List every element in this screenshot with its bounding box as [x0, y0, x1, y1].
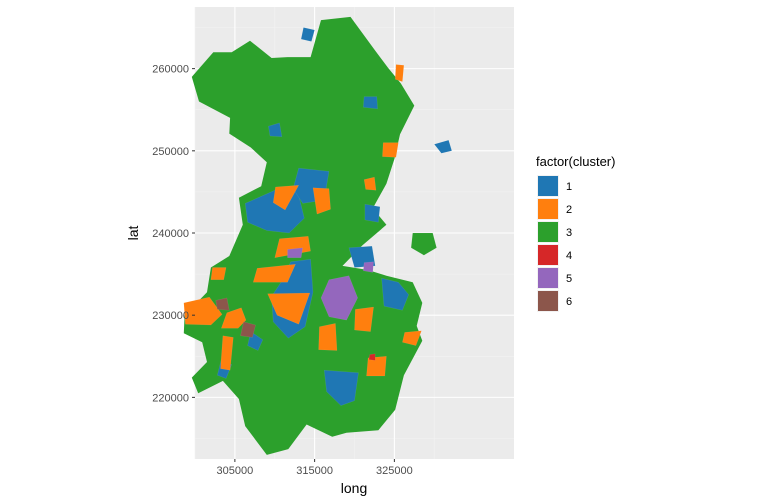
legend-label-3: 3 — [566, 227, 572, 239]
region-cluster-2 — [354, 306, 374, 332]
y-tick-label: 230000 — [152, 310, 189, 322]
region-cluster-2 — [318, 323, 338, 351]
region-cluster-2 — [402, 330, 422, 346]
region-cluster-2 — [183, 296, 223, 326]
legend-key-2 — [538, 199, 558, 219]
region-cluster-2 — [363, 176, 377, 191]
region-cluster-2 — [220, 335, 234, 371]
region-cluster-2 — [272, 185, 300, 211]
region-cluster-2 — [221, 307, 247, 329]
region-cluster-2 — [252, 263, 296, 283]
legend-label-1: 1 — [566, 181, 572, 193]
region-cluster-1 — [268, 122, 283, 138]
region-cluster-5 — [320, 275, 358, 321]
legend-label-6: 6 — [566, 296, 572, 308]
region-cluster-1 — [381, 277, 409, 311]
legend: factor(cluster) 1 2 3 4 5 6 — [536, 154, 615, 312]
y-axis-title: lat — [125, 226, 141, 241]
y-tick-label: 240000 — [152, 228, 189, 240]
y-tick-label: 220000 — [152, 392, 189, 404]
region-cluster-1 — [364, 203, 381, 223]
region-cluster-2 — [366, 356, 387, 377]
region-cluster-2 — [210, 267, 227, 280]
legend-key-5 — [538, 268, 558, 288]
region-cluster-1 — [433, 139, 453, 154]
region-cluster-1 — [363, 96, 378, 110]
legend-key-3 — [538, 222, 558, 242]
region-cluster-1 — [323, 369, 359, 406]
y-tick-label: 260000 — [152, 64, 189, 76]
x-axis-title: long — [341, 480, 367, 496]
map-regions — [183, 16, 453, 455]
region-cluster-2 — [382, 142, 399, 158]
legend-title: factor(cluster) — [536, 154, 615, 169]
region-cluster-1 — [300, 27, 315, 42]
legend-label-2: 2 — [566, 204, 572, 216]
x-tick-label: 305000 — [217, 465, 254, 477]
region-cluster-3 — [410, 232, 437, 256]
x-tick-label: 315000 — [296, 465, 333, 477]
region-cluster-5 — [287, 247, 303, 258]
region-cluster-3 — [183, 16, 423, 455]
region-cluster-2 — [267, 292, 311, 325]
legend-label-4: 4 — [566, 250, 572, 262]
legend-key-6 — [538, 291, 558, 311]
region-cluster-6 — [215, 297, 230, 311]
region-cluster-5 — [363, 261, 374, 273]
region-cluster-2 — [394, 64, 405, 83]
region-cluster-4 — [368, 353, 376, 361]
region-cluster-6 — [240, 321, 256, 338]
legend-label-5: 5 — [566, 273, 572, 285]
legend-key-4 — [538, 245, 558, 265]
region-cluster-1 — [348, 245, 376, 268]
y-axis-ticks: 220000 230000 240000 250000 260000 — [152, 64, 195, 404]
legend-key-1 — [538, 176, 558, 196]
x-axis-ticks: 305000 315000 325000 — [217, 459, 413, 477]
region-cluster-2 — [312, 187, 331, 215]
x-tick-label: 325000 — [376, 465, 413, 477]
y-tick-label: 250000 — [152, 146, 189, 158]
